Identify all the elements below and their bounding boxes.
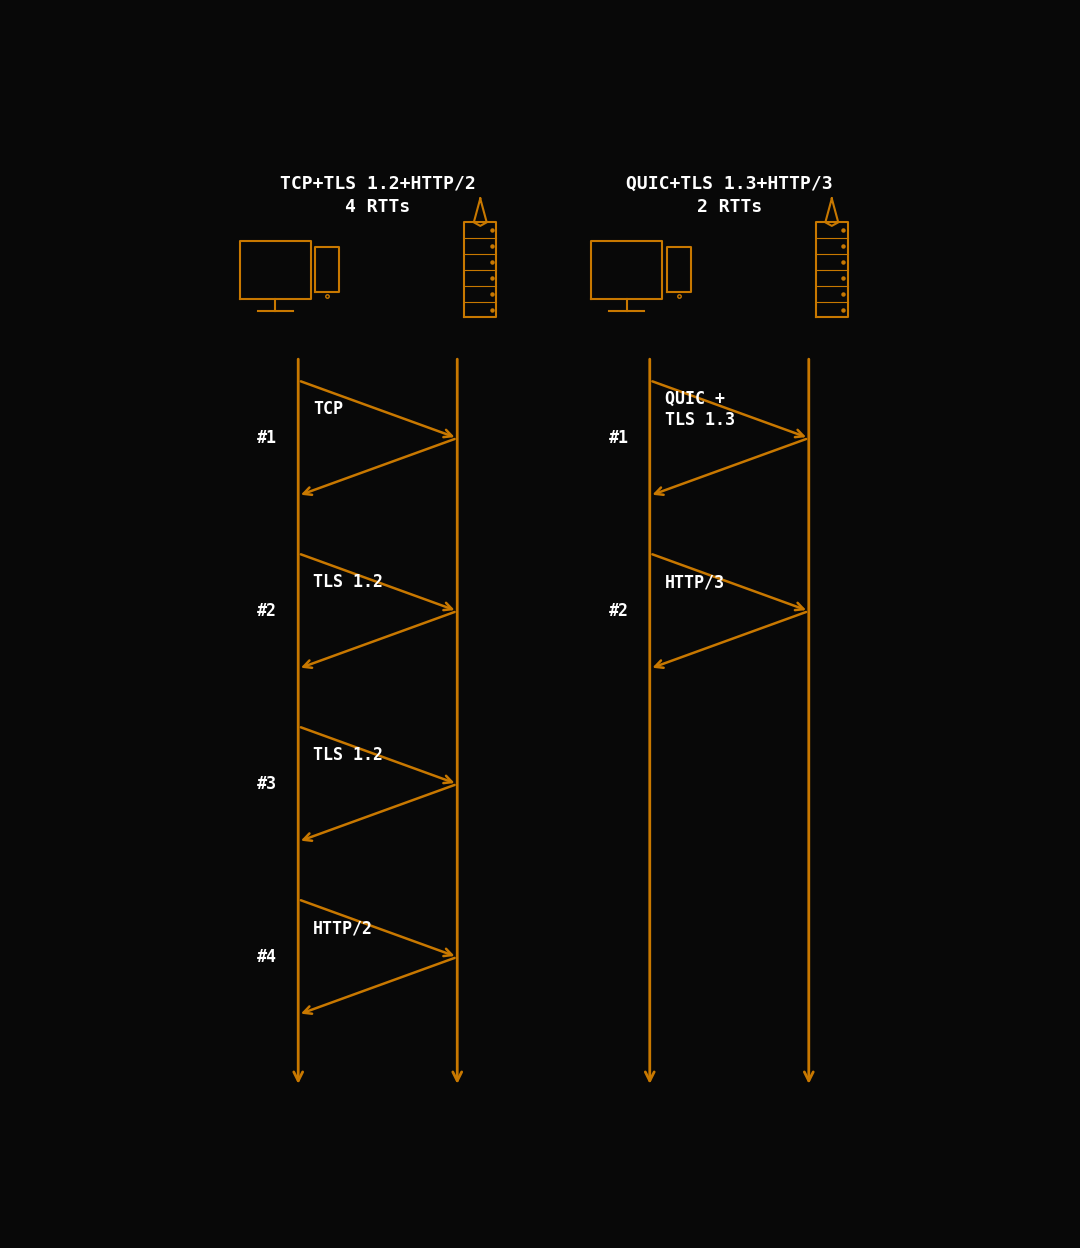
Text: HTTP/2: HTTP/2 [313, 919, 374, 937]
Text: #3: #3 [257, 775, 278, 792]
Text: #2: #2 [609, 602, 629, 620]
Text: #1: #1 [609, 429, 629, 447]
Text: TLS 1.2: TLS 1.2 [313, 573, 383, 592]
Text: TCP+TLS 1.2+HTTP/2: TCP+TLS 1.2+HTTP/2 [280, 175, 475, 192]
Text: #1: #1 [257, 429, 278, 447]
Text: #2: #2 [257, 602, 278, 620]
Text: QUIC +
TLS 1.3: QUIC + TLS 1.3 [665, 389, 734, 428]
Text: 4 RTTs: 4 RTTs [346, 198, 410, 216]
Text: QUIC+TLS 1.3+HTTP/3: QUIC+TLS 1.3+HTTP/3 [626, 175, 833, 192]
Text: HTTP/3: HTTP/3 [665, 573, 725, 592]
Text: TLS 1.2: TLS 1.2 [313, 746, 383, 764]
Text: #4: #4 [257, 948, 278, 966]
Text: 2 RTTs: 2 RTTs [697, 198, 761, 216]
Text: TCP: TCP [313, 401, 343, 418]
